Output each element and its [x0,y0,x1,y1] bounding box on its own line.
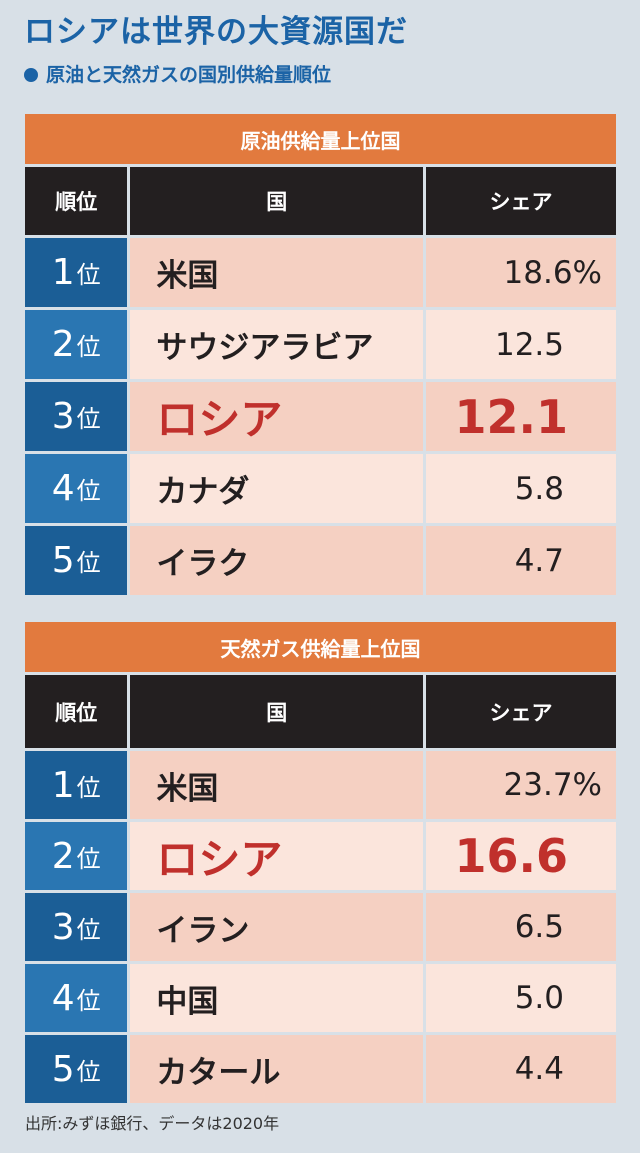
rank-suffix: 位 [76,986,101,1015]
share: 23.7% [425,751,616,819]
column-header: 順位 [25,167,128,235]
rank-number: 5 [51,1048,75,1090]
rank-suffix: 位 [76,915,101,944]
table-row: 3 位ロシア 12.1 [25,382,617,454]
rank-number: 3 [51,396,75,437]
share: 18.6% [425,238,616,307]
table-title: 天然ガス供給量上位国 [25,622,616,675]
rank-suffix: 位 [76,549,101,577]
country: ロシア [130,382,423,451]
rank-suffix: 位 [76,261,101,289]
table-row: 2 位ロシア 16.6 [25,822,617,893]
share: 6.5 [425,893,616,961]
rank-suffix: 位 [76,773,101,802]
column-header: 順位 [25,675,128,748]
share: 12.5 [425,310,616,379]
column-header: シェア [425,675,616,748]
rank-number: 4 [51,468,75,509]
subtitle: 原油と天然ガスの国別供給量順位 [24,60,331,87]
footnote: 出所:みずほ銀行、データは2020年 [25,1114,280,1133]
share: 4.4 [425,1035,616,1103]
table-row: 4 位カナダ 5.8 [25,454,616,526]
country: カタール [130,1035,423,1103]
share: 4.7 [425,526,616,595]
table-row: 5 位カタール 4.4 [25,1035,616,1106]
header-row: 順位国シェア [25,675,616,751]
country: 米国 [130,751,423,819]
rank-number: 1 [51,252,75,293]
country: イラク [130,526,423,595]
country: ロシア [130,822,423,890]
column-header: 国 [130,167,423,235]
rank-suffix: 位 [76,405,101,433]
table: 天然ガス供給量上位国 順位国シェア 1 位米国 23.7% 2 位ロシア 16.6 3 位イラン 6… [25,622,617,1106]
table-row: 3 位イラン 6.5 [25,893,616,964]
rank-suffix: 位 [76,844,101,873]
share: 5.0 [425,964,616,1032]
rank-number: 5 [51,540,75,581]
table: 原油供給量上位国 順位国シェア 1 位米国 18.6% 2 位サウジアラビア 12.5 3 位ロシ… [25,114,617,598]
share: 16.6 [425,822,617,890]
table-row: 4 位中国 5.0 [25,964,616,1035]
rank-number: 2 [51,324,75,365]
country: カナダ [130,454,423,523]
header-row: 順位国シェア [25,167,616,238]
table-title: 原油供給量上位国 [25,114,616,167]
country: 中国 [130,964,423,1032]
column-header: シェア [425,167,616,235]
rank-suffix: 位 [76,477,101,505]
rank-number: 2 [51,835,75,877]
rank-number: 4 [51,977,75,1019]
table-row: 2 位サウジアラビア 12.5 [25,310,616,382]
country: 米国 [130,238,423,307]
table-row: 1 位米国 23.7% [25,751,616,822]
rank-number: 1 [51,764,75,806]
rank-suffix: 位 [76,333,101,361]
country: イラン [130,893,423,961]
share: 5.8 [425,454,616,523]
rank-number: 3 [51,906,75,948]
country: サウジアラビア [130,310,423,379]
title: ロシアは世界の大資源国だ [24,14,408,50]
table-row: 1 位米国 18.6% [25,238,616,310]
share: 12.1 [425,382,617,451]
rank-suffix: 位 [76,1057,101,1086]
column-header: 国 [130,675,423,748]
table-row: 5 位イラク 4.7 [25,526,616,598]
